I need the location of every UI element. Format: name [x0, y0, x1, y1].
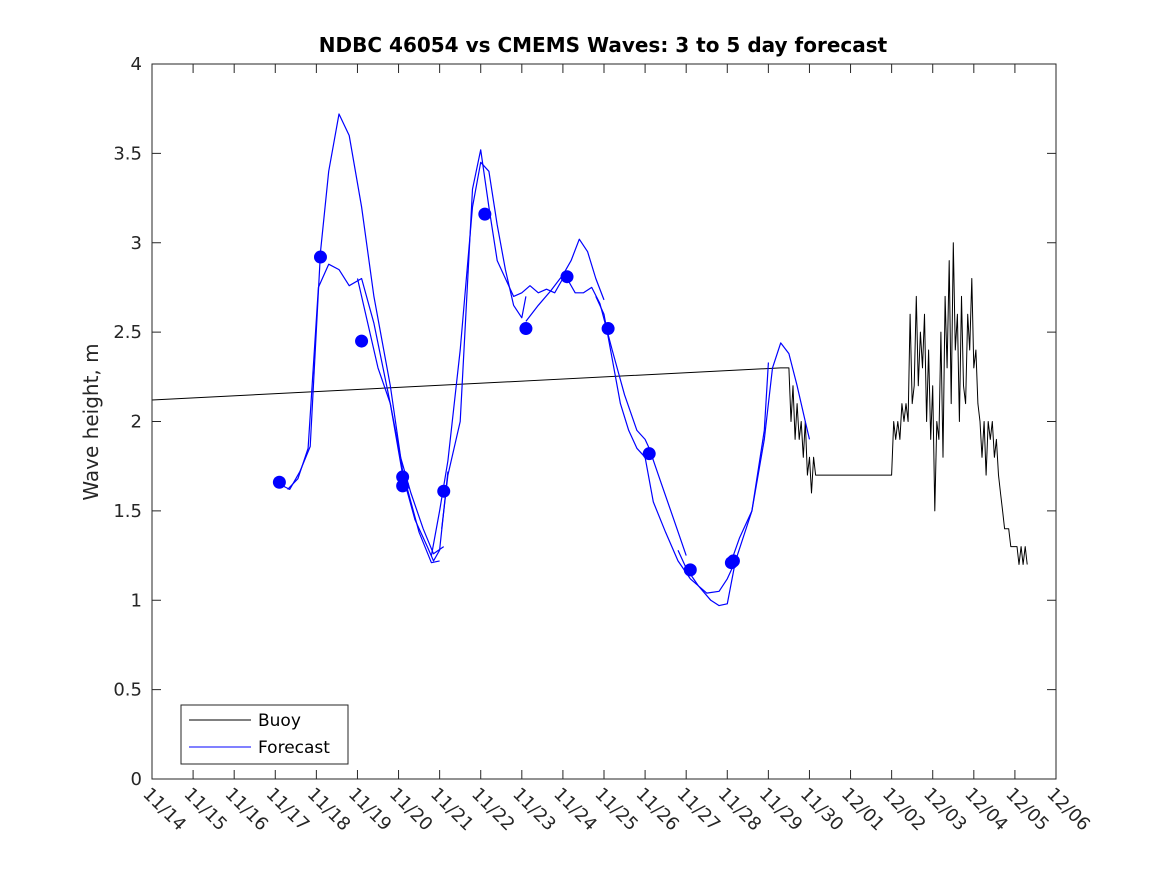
forecast-marker — [601, 322, 615, 336]
series-layer — [151, 113, 1028, 607]
forecast-series-line — [356, 278, 449, 562]
forecast-series-line — [287, 263, 445, 555]
forecast-series-line — [441, 149, 564, 529]
forecast-marker — [313, 250, 327, 264]
forecast-marker — [726, 554, 740, 568]
forecast-series-line — [595, 296, 737, 594]
forecast-marker — [519, 322, 533, 336]
y-axis-label: Wave height, m — [79, 343, 103, 500]
forecast-marker — [642, 447, 656, 461]
y-tick-label: 1.5 — [113, 501, 142, 522]
forecast-series-line — [525, 238, 605, 322]
forecast-marker — [272, 475, 286, 489]
plot-background — [152, 64, 1056, 779]
y-tick-label: 4 — [131, 54, 142, 75]
forecast-marker — [683, 563, 697, 577]
legend: Buoy Forecast — [180, 704, 349, 765]
forecast-marker — [396, 479, 410, 493]
forecast-marker — [396, 470, 410, 484]
forecast-marker — [478, 207, 492, 221]
forecast-marker — [355, 334, 369, 348]
y-tick-label: 2 — [131, 412, 142, 433]
y-tick-label: 3.5 — [113, 143, 142, 164]
forecast-series-line — [730, 362, 769, 562]
y-tick-label: 0.5 — [113, 680, 142, 701]
forecast-marker — [437, 484, 451, 498]
y-axis: 0 0.5 1 1.5 2 2.5 3 3.5 4 — [113, 54, 1056, 790]
legend-box — [180, 704, 349, 765]
chart-title: NDBC 46054 vs CMEMS Waves: 3 to 5 day fo… — [319, 33, 888, 57]
forecast-marker — [560, 270, 574, 284]
buoy-series-line — [151, 242, 1028, 565]
y-tick-label: 3 — [131, 233, 142, 254]
y-tick-label: 0 — [131, 769, 142, 790]
plot-area — [151, 64, 1056, 779]
legend-forecast-label: Forecast — [258, 738, 330, 758]
legend-buoy-label: Buoy — [258, 711, 301, 731]
y-tick-label: 2.5 — [113, 322, 142, 343]
forecast-series-line — [566, 278, 687, 556]
forecast-series-line — [430, 161, 527, 556]
y-tick-label: 1 — [131, 590, 142, 611]
